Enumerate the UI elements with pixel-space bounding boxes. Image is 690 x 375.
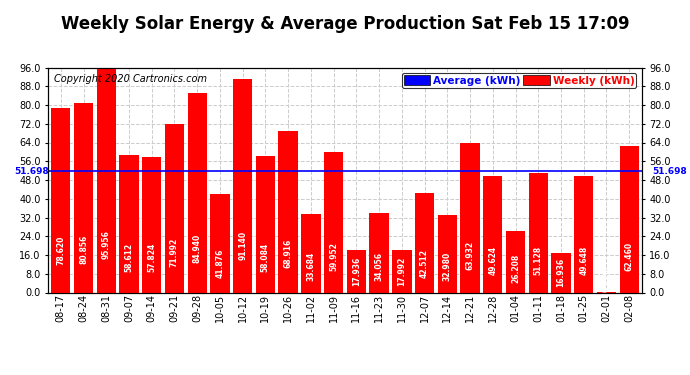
Bar [119,155,139,292]
Bar [188,93,207,292]
Text: 34.056: 34.056 [375,252,384,280]
Text: 57.824: 57.824 [147,243,156,272]
Text: 62.460: 62.460 [624,242,633,270]
Bar [460,142,480,292]
Bar [210,194,230,292]
Bar [529,172,548,292]
Bar [415,193,434,292]
Bar [437,215,457,292]
Text: 84.940: 84.940 [193,233,201,262]
Bar [165,124,184,292]
Text: 0.096: 0.096 [602,268,611,292]
Bar [369,213,388,292]
Bar [256,156,275,292]
Bar [51,108,70,292]
Text: 91.140: 91.140 [238,231,247,261]
Text: 49.648: 49.648 [579,246,588,275]
Text: Weekly Solar Energy & Average Production Sat Feb 15 17:09: Weekly Solar Energy & Average Production… [61,15,629,33]
Text: 33.684: 33.684 [306,251,315,280]
Text: 17.936: 17.936 [352,257,361,286]
Bar [574,176,593,292]
Text: 63.932: 63.932 [466,241,475,270]
Text: 32.980: 32.980 [443,252,452,281]
Bar [233,79,253,292]
Text: 59.952: 59.952 [329,243,338,272]
Bar [620,146,639,292]
Bar [346,251,366,292]
Text: 51.128: 51.128 [534,245,543,274]
Text: 16.936: 16.936 [557,257,566,286]
Text: 58.084: 58.084 [261,243,270,272]
Bar [97,68,116,292]
Legend: Average (kWh), Weekly (kWh): Average (kWh), Weekly (kWh) [402,73,636,88]
Text: 68.916: 68.916 [284,239,293,268]
Text: 49.624: 49.624 [489,246,497,275]
Bar [392,251,411,292]
Text: 95.956: 95.956 [102,230,111,259]
Bar [302,213,321,292]
Text: 51.698: 51.698 [652,167,687,176]
Bar [506,231,525,292]
Text: 78.620: 78.620 [57,236,66,265]
Text: 71.992: 71.992 [170,238,179,267]
Text: 26.208: 26.208 [511,254,520,283]
Text: Copyright 2020 Cartronics.com: Copyright 2020 Cartronics.com [55,74,207,84]
Bar [279,131,298,292]
Text: 42.512: 42.512 [420,249,429,278]
Bar [483,176,502,292]
Text: 80.856: 80.856 [79,235,88,264]
Bar [551,253,571,292]
Text: 58.612: 58.612 [124,243,133,272]
Text: 51.698: 51.698 [14,167,50,176]
Bar [74,103,93,292]
Text: 41.876: 41.876 [215,248,224,278]
Bar [324,152,344,292]
Bar [142,157,161,292]
Text: 17.992: 17.992 [397,257,406,286]
